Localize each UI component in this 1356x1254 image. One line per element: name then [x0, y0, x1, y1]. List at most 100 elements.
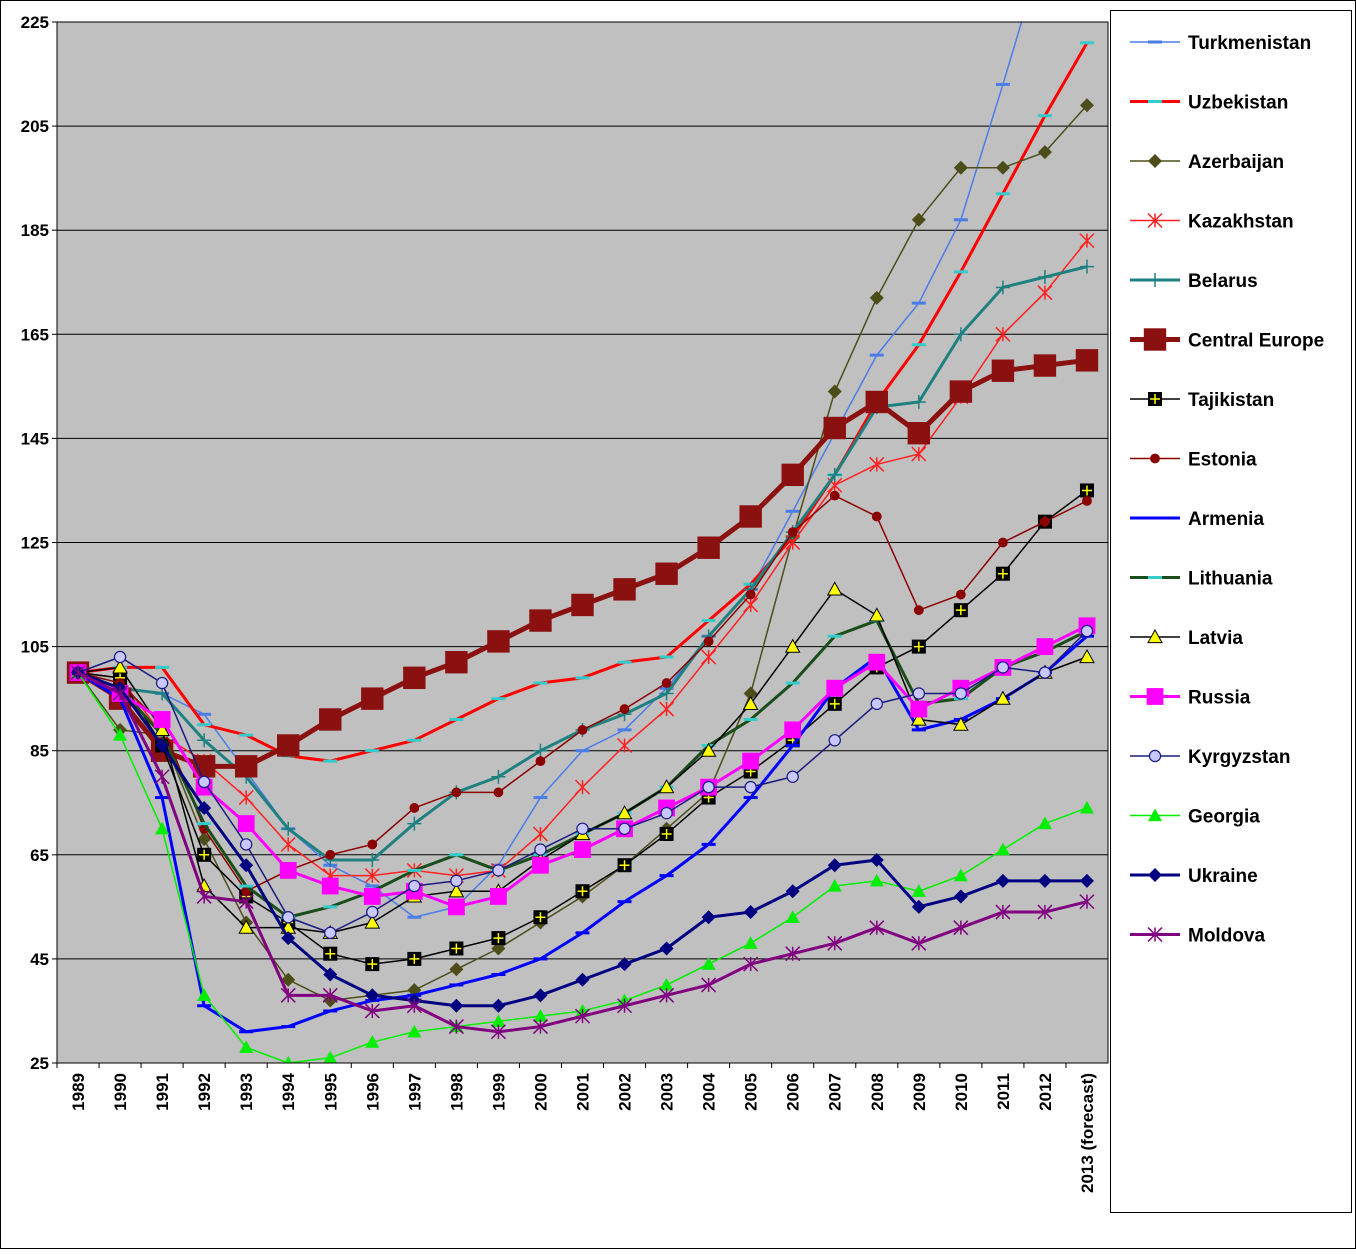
marker	[829, 490, 840, 501]
x-tick-label: 2013 (forecast)	[1078, 1073, 1097, 1193]
marker	[533, 743, 548, 758]
marker-part	[1147, 926, 1163, 943]
marker-part	[659, 686, 674, 701]
marker-part	[1037, 873, 1052, 888]
marker-part	[659, 701, 675, 717]
legend-label: Latvia	[1188, 628, 1243, 649]
marker	[785, 884, 800, 899]
marker-part	[701, 910, 716, 925]
marker	[785, 946, 801, 962]
marker-part	[743, 956, 759, 972]
marker-part	[953, 270, 968, 274]
marker-part	[575, 676, 590, 680]
marker	[284, 1056, 293, 1063]
marker	[659, 941, 674, 956]
marker-part	[237, 815, 255, 832]
x-tick-label: 1996	[363, 1073, 382, 1111]
marker	[1037, 904, 1053, 920]
marker	[1079, 98, 1094, 113]
marker	[533, 910, 548, 925]
marker-part	[655, 562, 678, 585]
marker	[953, 868, 968, 882]
marker-part	[155, 676, 169, 690]
marker	[407, 738, 422, 742]
x-tick-label: 1995	[321, 1073, 340, 1111]
marker-part	[1143, 328, 1167, 351]
legend-label: Tajikistan	[1188, 390, 1274, 411]
marker-part	[1075, 349, 1099, 372]
marker-part	[743, 717, 758, 721]
marker-part	[659, 655, 674, 659]
marker-part	[869, 853, 884, 868]
marker-part	[534, 843, 547, 856]
marker-part	[197, 712, 212, 716]
marker-part	[234, 755, 258, 778]
marker	[281, 821, 296, 836]
y-tick-label: 125	[21, 534, 49, 553]
marker-part	[1040, 516, 1050, 527]
marker	[1148, 392, 1162, 406]
marker	[827, 935, 843, 951]
marker	[1037, 270, 1052, 285]
marker	[577, 724, 588, 735]
marker-part	[490, 888, 507, 905]
marker-part	[576, 822, 589, 835]
marker-part	[196, 888, 212, 904]
marker	[826, 679, 844, 697]
marker-part	[451, 787, 462, 798]
marker	[574, 779, 591, 795]
marker	[407, 951, 422, 966]
marker	[535, 756, 546, 767]
marker	[1037, 145, 1052, 160]
x-tick-label: 2008	[868, 1073, 887, 1111]
marker	[953, 920, 969, 936]
x-tick-label: 1997	[405, 1073, 424, 1111]
marker-part	[868, 653, 886, 671]
marker	[616, 805, 633, 820]
marker	[280, 836, 296, 852]
marker-part	[113, 728, 128, 741]
marker-part	[532, 856, 549, 874]
marker	[953, 270, 968, 274]
marker-part	[407, 738, 422, 742]
marker-part	[451, 943, 462, 954]
marker-part	[1079, 648, 1095, 664]
marker-part	[197, 723, 212, 727]
marker	[744, 780, 757, 794]
marker-part	[1037, 270, 1052, 285]
marker-part	[493, 787, 504, 798]
marker	[491, 973, 506, 977]
marker-part	[407, 816, 422, 831]
marker	[155, 665, 170, 669]
marker	[1148, 808, 1162, 822]
marker-part	[829, 698, 840, 709]
legend-label: Georgia	[1188, 807, 1260, 828]
marker	[529, 609, 552, 632]
marker-part	[199, 849, 210, 860]
marker	[323, 759, 338, 763]
marker	[823, 416, 846, 440]
marker	[449, 998, 464, 1013]
marker-part	[155, 796, 170, 800]
marker	[1079, 483, 1094, 498]
marker-part	[659, 977, 674, 991]
marker	[617, 957, 632, 972]
marker-part	[786, 770, 799, 783]
marker-part	[407, 868, 422, 872]
marker	[197, 847, 212, 862]
marker	[910, 700, 928, 718]
marker	[617, 900, 632, 904]
marker-part	[827, 384, 842, 399]
marker	[449, 983, 464, 987]
marker-part	[281, 931, 296, 946]
legend-label: Azerbaijan	[1188, 152, 1284, 173]
marker-part	[995, 690, 1011, 705]
marker-part	[324, 926, 337, 940]
marker-part	[742, 695, 759, 710]
marker-part	[995, 842, 1010, 856]
marker-part	[1081, 485, 1092, 496]
marker	[661, 678, 672, 688]
marker-part	[574, 841, 591, 858]
y-tick-label: 165	[21, 325, 49, 344]
marker-part	[154, 769, 170, 785]
